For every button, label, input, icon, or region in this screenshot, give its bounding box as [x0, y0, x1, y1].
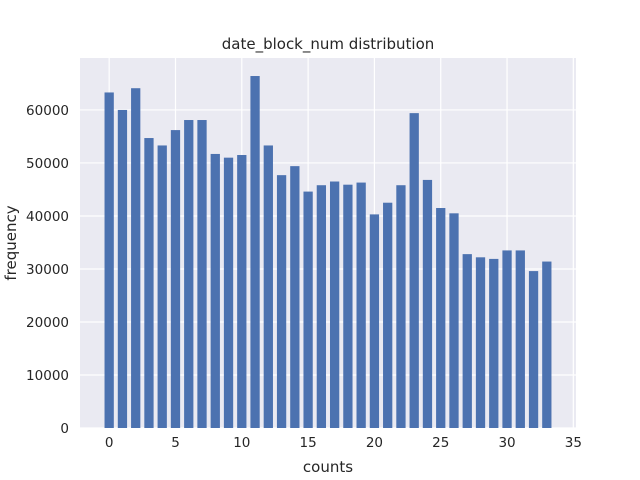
- x-tick-labels: 0 5 10 15 20 25 30 35: [105, 435, 582, 451]
- bar: [117, 109, 128, 428]
- bar: [343, 184, 353, 428]
- plot-background: [80, 58, 576, 428]
- bar: [303, 191, 313, 428]
- bar: [197, 120, 207, 429]
- bar: [290, 166, 300, 428]
- bar: [383, 202, 393, 428]
- bar: [276, 175, 287, 428]
- x-tick-label: 15: [300, 435, 317, 451]
- y-tick-labels: 0 10000 20000 30000 40000 50000 60000: [26, 103, 69, 437]
- bar: [396, 185, 406, 428]
- bar: [223, 157, 234, 428]
- bar: [104, 92, 114, 429]
- y-tick-label: 0: [60, 421, 69, 437]
- bar: [356, 182, 366, 428]
- bar: [542, 261, 552, 428]
- bar: [316, 185, 327, 428]
- bar: [475, 257, 486, 428]
- y-tick-label: 20000: [26, 315, 69, 331]
- x-tick-label: 10: [233, 435, 250, 451]
- bar: [449, 213, 459, 428]
- chart-title: date_block_num distribution: [222, 35, 435, 54]
- x-tick-label: 20: [366, 435, 383, 451]
- bar: [237, 155, 247, 428]
- y-tick-label: 60000: [26, 103, 69, 119]
- bar: [462, 254, 472, 428]
- y-tick-label: 40000: [26, 209, 69, 225]
- bar: [329, 181, 340, 428]
- x-tick-label: 0: [105, 435, 114, 451]
- x-tick-label: 30: [498, 435, 515, 451]
- y-tick-label: 50000: [26, 156, 69, 172]
- x-tick-label: 35: [565, 435, 582, 451]
- x-tick-label: 5: [171, 435, 180, 451]
- x-tick-label: 25: [432, 435, 449, 451]
- bar: [263, 145, 273, 428]
- bar: [184, 120, 194, 429]
- bar: [436, 208, 446, 428]
- bar: [528, 271, 539, 428]
- x-axis-title: counts: [303, 458, 353, 476]
- y-axis-title: frequency: [2, 205, 20, 280]
- bar: [502, 250, 512, 428]
- y-tick-label: 30000: [26, 262, 69, 278]
- bar: [422, 179, 433, 428]
- bar: [515, 250, 525, 428]
- bar: [170, 130, 181, 428]
- bar: [250, 76, 260, 429]
- bar: [369, 214, 380, 428]
- y-tick-label: 10000: [26, 368, 69, 384]
- bar: [210, 153, 220, 428]
- bars: [104, 76, 552, 429]
- bar: [409, 113, 419, 428]
- bar: [144, 138, 154, 429]
- bar: [489, 258, 499, 428]
- bar: [131, 88, 141, 429]
- bar: [157, 145, 167, 428]
